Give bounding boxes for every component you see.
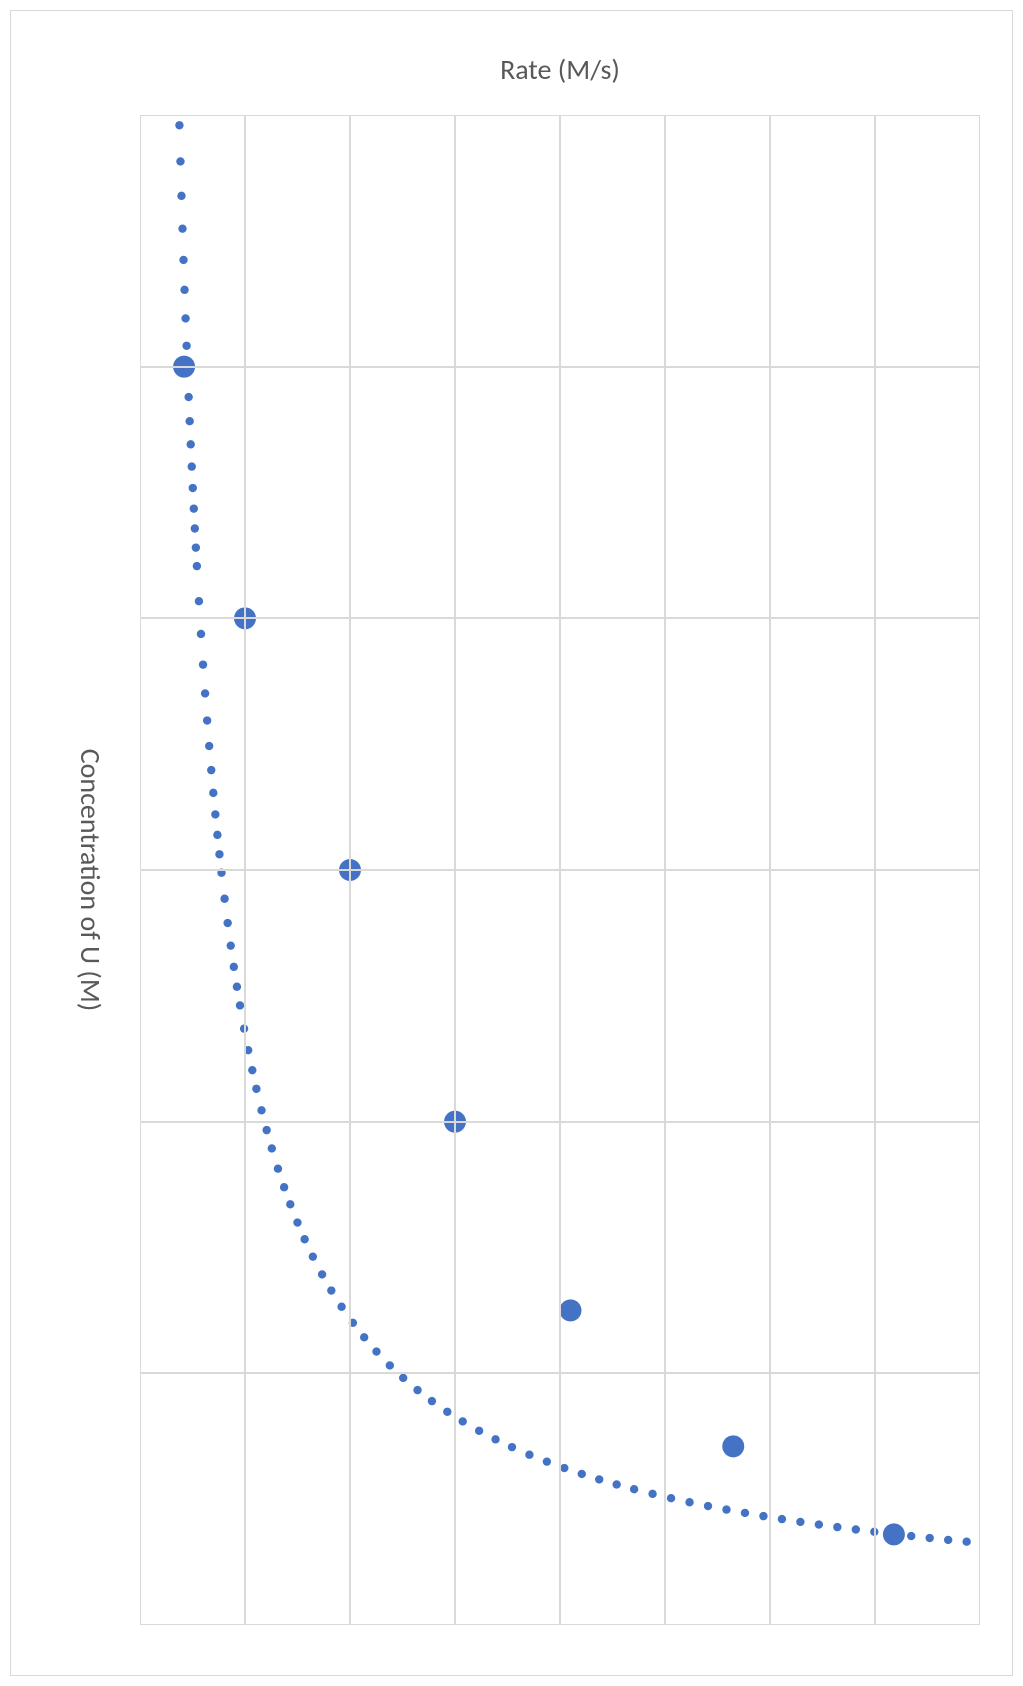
gridline-horizontal [140,366,980,368]
gridline-horizontal [140,869,980,871]
gridline-horizontal [140,1121,980,1123]
data-point [883,1523,905,1545]
gridline-horizontal [140,617,980,619]
data-point [560,1299,582,1321]
gridline-horizontal [140,1372,980,1374]
trendline [175,121,971,1546]
chart-svg-layer [0,0,1023,1686]
data-point [722,1435,744,1457]
data-series [173,356,905,1546]
